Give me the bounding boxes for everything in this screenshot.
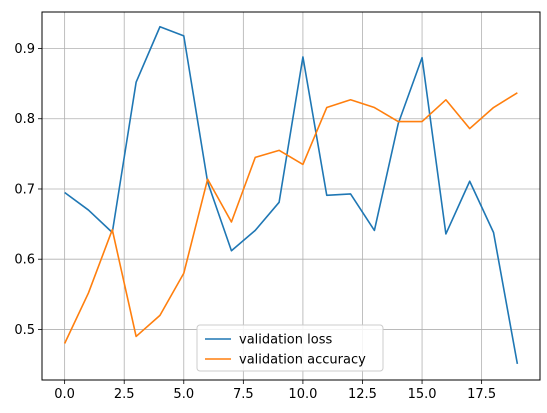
x-tick-label: 0.0 [54, 387, 75, 402]
x-tick-label: 5.0 [173, 387, 194, 402]
legend-label-validation-loss: validation loss [239, 333, 332, 348]
x-tick-label: 2.5 [114, 387, 135, 402]
y-tick-label: 0.7 [14, 182, 35, 197]
y-tick-label: 0.6 [14, 253, 35, 268]
validation-loss-line [64, 25, 519, 364]
legend-box [196, 324, 384, 372]
x-axis: 0.0 2.5 5.0 7.5 10.0 12.5 15.0 17.5 [54, 380, 496, 402]
y-tick-label: 0.8 [14, 112, 35, 127]
y-axis: 0.5 0.6 0.7 0.8 0.9 [14, 42, 42, 338]
series-layer [63, 25, 519, 364]
x-tick-label: 17.5 [467, 387, 496, 402]
validation-accuracy-line [63, 92, 518, 344]
y-tick-label: 0.5 [14, 323, 35, 338]
legend-label-validation-accuracy: validation accuracy [239, 353, 366, 368]
x-tick-label: 12.5 [348, 387, 377, 402]
plot-frame [41, 11, 541, 381]
x-tick-label: 10.0 [288, 387, 317, 402]
grid-lines [42, 12, 540, 380]
x-tick-label: 15.0 [408, 387, 437, 402]
y-tick-label: 0.9 [14, 42, 35, 57]
legend: validation loss validation accuracy [196, 324, 384, 372]
x-tick-label: 7.5 [233, 387, 254, 402]
